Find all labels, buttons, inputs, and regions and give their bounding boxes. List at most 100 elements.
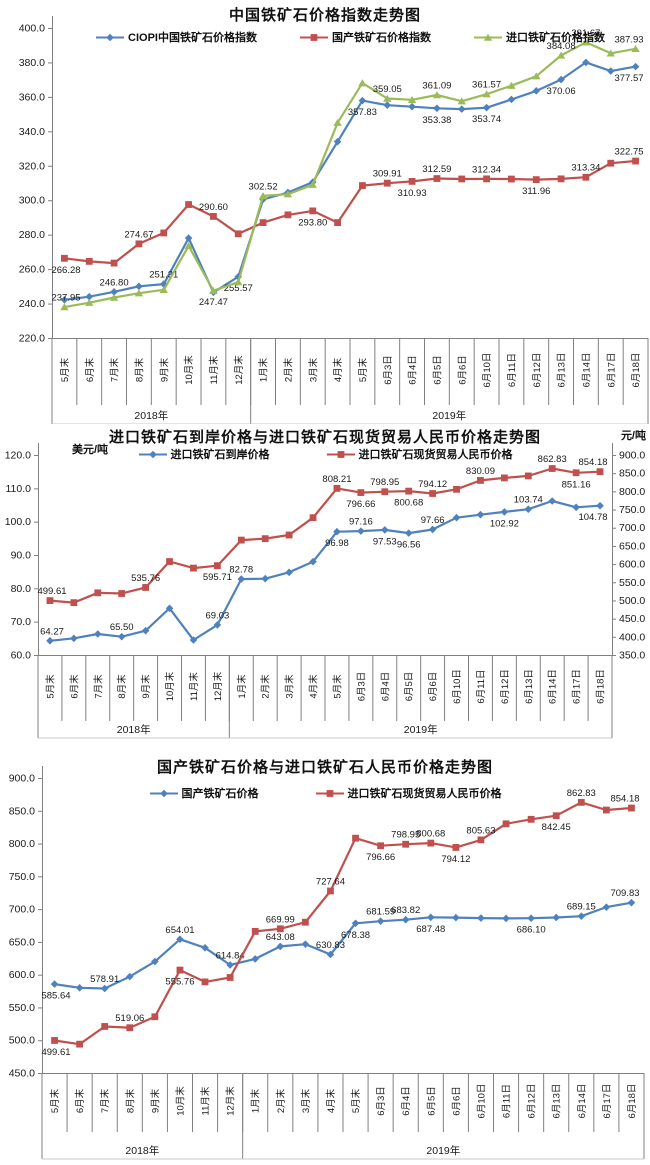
legend-label: CIOPI中国铁矿石价格指数 — [128, 32, 257, 44]
category-label: 11月末 — [200, 1086, 212, 1115]
year-group-labels: 2018年 2019年 — [117, 723, 438, 736]
category-label: 10月末 — [174, 1086, 186, 1116]
svg-text:400.0: 400.0 — [19, 23, 45, 35]
legend-marker-icon — [95, 32, 125, 43]
legend-label: 国产铁矿石价格指数 — [331, 32, 431, 44]
category-label: 9月末 — [158, 357, 170, 382]
data-label: 578.91 — [90, 974, 119, 985]
category-label: 6月11日 — [507, 353, 518, 387]
data-label: 689.15 — [567, 902, 596, 913]
legend-item: 进口铁矿石现货贸易人民币价格 — [315, 785, 502, 801]
svg-text:360.0: 360.0 — [19, 91, 45, 103]
data-label: 322.75 — [614, 147, 643, 158]
left-axis-unit: 美元/吨 — [72, 444, 109, 456]
category-labels: 5月末 6月末 7月末 8月末 9月末 10月末 11月末 12月末 1月末 2月末 3月末 4月末 5… — [59, 353, 642, 388]
plot-area-cif-rmb: 120.0 110.0 100.0 90.0 80.0 70.0 60.0 900.0 850.… — [5, 443, 646, 739]
category-labels: 5月末 6月末 7月末 8月末 9月末 10月末 11月末 12月末 1月末 2月末 3月末 4月末 5… — [49, 1084, 638, 1119]
category-label: 8月末 — [133, 357, 145, 382]
svg-text:120.0: 120.0 — [5, 450, 31, 462]
category-label: 3月末 — [300, 1088, 312, 1113]
series-red — [51, 798, 635, 1048]
category-label: 6月14日 — [581, 353, 592, 388]
category-label: 6月10日 — [476, 1084, 487, 1119]
legend-item: 进口铁矿石价格指数 — [473, 29, 605, 45]
data-label: 796.66 — [346, 499, 375, 510]
category-label: 5月末 — [59, 357, 71, 382]
category-label: 6月6日 — [457, 355, 468, 385]
category-label: 7月末 — [109, 357, 121, 382]
axis-tick-labels: 120.0 110.0 100.0 90.0 80.0 70.0 60.0 900.0 850.… — [5, 450, 646, 662]
category-label: 2月末 — [260, 674, 272, 699]
chart-ciopi-price-index: 400.0 380.0 360.0 340.0 320.0 300.0 280.0 260.0… — [0, 0, 650, 424]
svg-text:220.0: 220.0 — [19, 333, 45, 345]
plot-area-ciopi: 400.0 380.0 360.0 340.0 320.0 300.0 280.0 260.0… — [19, 16, 649, 424]
category-label: 6月11日 — [476, 669, 487, 703]
data-label: 237.95 — [51, 293, 80, 304]
category-label: 6月14日 — [577, 1084, 588, 1119]
data-label: 796.66 — [366, 852, 395, 863]
data-label: 359.05 — [373, 84, 402, 95]
data-label: 384.08 — [547, 41, 576, 52]
year-label: 2018年 — [117, 723, 151, 736]
svg-text:500.0: 500.0 — [619, 595, 645, 607]
svg-text:300.0: 300.0 — [19, 195, 45, 207]
data-label: 246.80 — [100, 277, 129, 288]
series-line — [49, 499, 601, 642]
series-blue — [46, 497, 604, 645]
category-label: 10月末 — [164, 671, 176, 701]
series-line — [64, 61, 636, 301]
svg-text:900.0: 900.0 — [619, 450, 645, 462]
data-label: 862.83 — [567, 788, 596, 799]
year-group-labels: 2018年 2019年 — [134, 409, 466, 422]
category-label: 6月17日 — [602, 1084, 613, 1119]
category-label: 6月12日 — [527, 1084, 538, 1119]
category-label: 12月末 — [212, 671, 224, 701]
chart-title: 国产铁矿石价格与进口铁矿石人民币价格走势图 — [156, 759, 493, 776]
year-label: 2018年 — [134, 409, 168, 422]
data-label: 353.74 — [472, 114, 501, 125]
category-label: 4月末 — [332, 357, 344, 382]
data-label: 519.06 — [115, 1013, 144, 1024]
series-line — [54, 901, 632, 990]
category-label: 1月末 — [258, 357, 270, 382]
svg-text:70.0: 70.0 — [11, 616, 32, 628]
category-label: 6月末 — [68, 674, 80, 699]
category-label: 6月4日 — [380, 672, 391, 702]
svg-text:850.0: 850.0 — [9, 805, 35, 817]
data-label: 97.53 — [373, 536, 397, 547]
data-label: 499.61 — [37, 586, 66, 597]
svg-text:600.0: 600.0 — [9, 969, 35, 981]
data-label: 310.93 — [398, 188, 427, 199]
legend-label: 进口铁矿石价格指数 — [505, 32, 605, 44]
data-label: 361.57 — [472, 80, 501, 91]
legend-item: 国产铁矿石价格 — [149, 785, 259, 801]
data-label: 293.80 — [298, 217, 327, 228]
svg-text:400.0: 400.0 — [619, 631, 645, 643]
year-label: 2019年 — [404, 723, 438, 736]
category-label: 6月13日 — [552, 1084, 563, 1119]
data-label: 686.10 — [517, 925, 546, 936]
data-label: 854.18 — [578, 457, 607, 468]
series-red — [61, 157, 639, 267]
data-label: 630.83 — [316, 940, 345, 951]
svg-text:800.0: 800.0 — [619, 486, 645, 498]
category-label: 6月4日 — [408, 355, 419, 385]
data-label: 65.50 — [110, 622, 134, 633]
category-label: 3月末 — [284, 674, 296, 699]
svg-text:260.0: 260.0 — [19, 264, 45, 276]
category-label: 6月末 — [84, 357, 96, 382]
svg-text:450.0: 450.0 — [619, 613, 645, 625]
category-label: 6月13日 — [524, 669, 535, 704]
data-label: 251.31 — [149, 270, 178, 281]
data-label: 862.83 — [538, 454, 567, 465]
axis-tick-labels: 400.0 380.0 360.0 340.0 320.0 300.0 280.0 260.0… — [19, 23, 45, 345]
category-label: 9月末 — [149, 1088, 161, 1113]
category-label: 6月12日 — [500, 669, 511, 704]
svg-text:100.0: 100.0 — [5, 516, 31, 528]
chart-cif-vs-rmb-price: 120.0 110.0 100.0 90.0 80.0 70.0 60.0 900.0 850.… — [0, 424, 650, 748]
data-label: 555.76 — [165, 977, 194, 988]
svg-text:750.0: 750.0 — [619, 504, 645, 516]
category-label: 9月末 — [140, 674, 152, 699]
data-label: 391.67 — [571, 28, 600, 39]
